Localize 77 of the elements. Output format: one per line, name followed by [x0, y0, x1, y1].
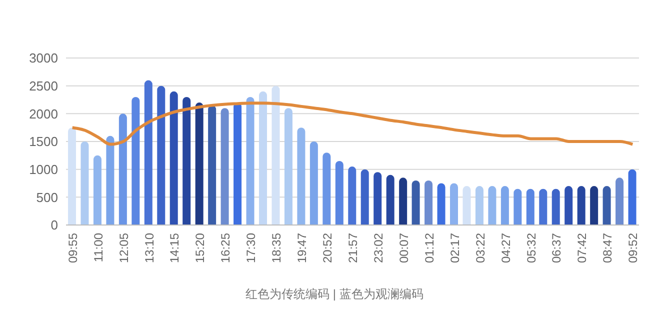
bar [399, 178, 408, 225]
y-tick-label: 1500 [29, 134, 58, 150]
x-tick-label: 00:07 [396, 232, 411, 264]
x-tick-label: 05:32 [524, 232, 538, 264]
bar [132, 96, 140, 225]
bar [195, 102, 204, 225]
bar [424, 180, 433, 225]
x-tick-label: 15:20 [193, 232, 208, 264]
y-tick-label: 2000 [29, 106, 58, 122]
text: 红色为传统编码 | 蓝色为观澜编码 [244, 286, 424, 303]
bar [374, 172, 382, 225]
bar [118, 114, 127, 225]
x-tick-label: 14:15 [168, 232, 182, 264]
y-tick-label: 1000 [29, 162, 58, 177]
bar [488, 186, 496, 225]
bar [500, 186, 509, 225]
y-tick-label: 3000 [29, 50, 58, 66]
x-tick-label: 01:12 [422, 232, 436, 264]
x-tick-label: 17:30 [244, 232, 258, 264]
x-tick-label: 18:35 [270, 232, 284, 264]
line-series [70, 102, 634, 146]
bar [564, 186, 573, 225]
bar [526, 188, 534, 225]
bar [284, 108, 292, 225]
y-tick-label: 0 [50, 218, 58, 233]
bar [628, 169, 636, 225]
bar [462, 186, 471, 225]
bar [348, 166, 356, 225]
bar [514, 188, 522, 225]
bar [220, 108, 229, 225]
y-tick-label: 500 [36, 190, 58, 205]
bar [450, 183, 458, 225]
y-tick-label: 2500 [29, 78, 58, 94]
x-tick-label: 19:47 [295, 232, 310, 264]
bar [234, 102, 242, 225]
x-tick-label: 04:27 [498, 232, 513, 264]
bar [335, 160, 344, 225]
x-tick-label: 16:25 [218, 232, 233, 264]
bar [602, 186, 611, 225]
bar [322, 152, 331, 225]
bar [577, 186, 586, 225]
x-tick-label: 03:22 [473, 232, 488, 264]
bar [437, 183, 446, 225]
bar [475, 186, 484, 225]
bar [106, 136, 114, 225]
bar [157, 86, 166, 225]
x-tick-label: 21:57 [346, 232, 360, 264]
bar [93, 155, 102, 225]
bar [272, 86, 280, 225]
bar [170, 91, 178, 225]
x-tick-label: 06:37 [550, 232, 564, 264]
bar [412, 180, 420, 225]
bar [616, 178, 624, 225]
x-tick-label: 09:52 [626, 232, 640, 264]
x-tick-label: 09:55 [66, 232, 80, 264]
x-tick-label: 13:10 [142, 232, 156, 264]
bar [182, 96, 191, 225]
x-tick-label: 12:05 [116, 232, 131, 264]
bar [246, 96, 254, 225]
x-tick-label: 20:52 [320, 232, 335, 264]
x-tick-label: 23:02 [371, 232, 386, 264]
bar [68, 128, 76, 225]
bar [552, 188, 560, 225]
bar [144, 80, 152, 225]
bar [297, 128, 306, 225]
bar [208, 105, 216, 225]
bar [310, 142, 318, 225]
bar [259, 91, 267, 225]
bar [539, 188, 548, 225]
bar [360, 169, 369, 225]
bar [80, 142, 89, 225]
x-tick-label: 11:00 [91, 232, 106, 262]
bar [590, 186, 598, 225]
bar [386, 174, 394, 225]
x-tick-label: 08:47 [600, 232, 615, 264]
x-tick-label: 07:42 [575, 232, 590, 264]
x-tick-label: 02:17 [448, 232, 462, 264]
